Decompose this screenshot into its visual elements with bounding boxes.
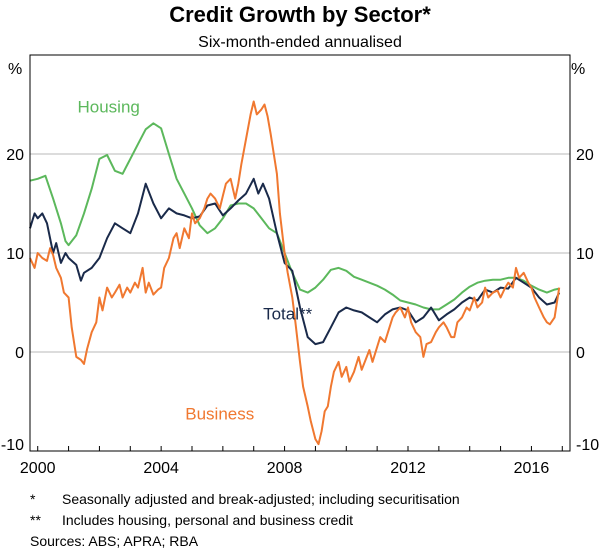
y-tick-right-20: 20 <box>576 147 594 164</box>
series-lines <box>29 100 561 446</box>
footnote-2-text: Includes housing, personal and business … <box>62 512 354 528</box>
y-tick-left--10: -10 <box>1 437 24 454</box>
sources: Sources: ABS; APRA; RBA <box>30 533 199 549</box>
y-axis-ticks: -10 -10 0 0 10 10 20 20 <box>1 147 599 454</box>
footnotes: * Seasonally adjusted and break-adjusted… <box>30 489 460 552</box>
plot-frame <box>29 54 571 452</box>
footnote-1-text: Seasonally adjusted and break-adjusted; … <box>62 491 460 507</box>
y-tick-left-10: 10 <box>6 246 24 263</box>
x-tick-label-2000: 2000 <box>20 460 56 477</box>
series-labels: Housing Total** Business <box>77 97 312 423</box>
x-tick-label-2004: 2004 <box>143 460 179 477</box>
x-tick-label-2008: 2008 <box>267 460 303 477</box>
chart-title: Credit Growth by Sector* <box>169 2 431 27</box>
x-tick-label-2016: 2016 <box>514 460 550 477</box>
y-tick-left-20: 20 <box>6 147 24 164</box>
series-line-business <box>29 100 561 446</box>
y-tick-right--10: -10 <box>576 437 599 454</box>
series-label-total: Total** <box>263 304 313 323</box>
y-tick-right-10: 10 <box>576 246 594 263</box>
series-label-business: Business <box>185 404 254 423</box>
y-unit-left: % <box>8 61 22 78</box>
series-label-housing: Housing <box>77 97 139 116</box>
footnote-1-mark: * <box>30 491 36 507</box>
y-unit-right: % <box>571 61 585 78</box>
footnote-2-mark: ** <box>30 512 41 528</box>
x-axis-ticks: 2000 2004 2008 2012 2016 <box>20 446 563 477</box>
gridlines <box>30 153 570 353</box>
series-line-total <box>29 177 561 346</box>
chart-subtitle: Six-month-ended annualised <box>198 34 402 51</box>
footnote-1: * Seasonally adjusted and break-adjusted… <box>30 489 460 510</box>
footnote-2: ** Includes housing, personal and busine… <box>30 510 460 531</box>
y-tick-left-0: 0 <box>15 345 24 362</box>
y-tick-right-0: 0 <box>576 345 585 362</box>
x-tick-label-2012: 2012 <box>390 460 426 477</box>
